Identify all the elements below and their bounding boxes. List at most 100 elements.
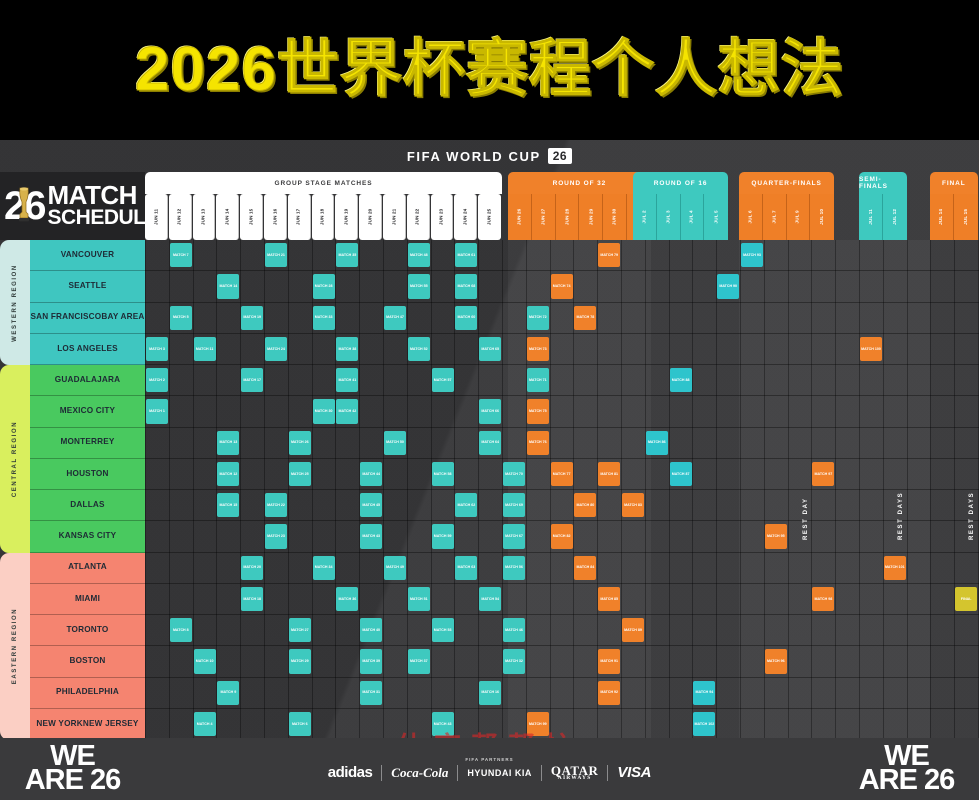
match-cell[interactable]: MATCH 6 bbox=[288, 711, 311, 736]
match-cell[interactable]: MATCH 22 bbox=[265, 493, 287, 518]
match-cell[interactable]: MATCH 27 bbox=[288, 618, 311, 643]
date-column-header[interactable]: JUN 14 bbox=[216, 194, 240, 240]
match-cell[interactable]: MATCH 33 bbox=[312, 305, 335, 330]
match-cell[interactable]: MATCH 97 bbox=[812, 461, 835, 486]
city-row-seattle[interactable]: SEATTLE bbox=[30, 271, 145, 303]
city-row-philadelphia[interactable]: PHILADELPHIA bbox=[30, 677, 145, 709]
match-cell[interactable]: MATCH 80 bbox=[574, 493, 597, 518]
match-cell[interactable]: MATCH 101 bbox=[883, 555, 906, 580]
city-row-monterrey[interactable]: MONTERREY bbox=[30, 427, 145, 459]
match-cell[interactable]: MATCH 28 bbox=[312, 274, 335, 299]
match-cell[interactable]: MATCH 16 bbox=[479, 680, 502, 705]
match-cell[interactable]: MATCH 74 bbox=[550, 274, 573, 299]
phase-header-qf[interactable]: QUARTER-FINALS JUL 6 JUL 7 JUL 9 JUL 10 bbox=[739, 172, 835, 240]
date-column-header[interactable]: JUN 30 bbox=[603, 194, 627, 240]
match-cell[interactable]: MATCH 64 bbox=[479, 430, 502, 455]
match-cell[interactable]: MATCH 15 bbox=[217, 493, 240, 518]
match-cell[interactable]: MATCH 49 bbox=[384, 555, 406, 580]
match-cell[interactable]: MATCH 77 bbox=[550, 461, 573, 486]
match-cell[interactable]: MATCH 57 bbox=[431, 368, 454, 393]
date-column-header[interactable]: JUN 11 bbox=[145, 194, 168, 240]
match-cell[interactable]: MATCH 38 bbox=[336, 336, 359, 361]
date-column-header[interactable]: JUN 22 bbox=[406, 194, 430, 240]
date-column-header[interactable]: JUN 26 bbox=[508, 194, 532, 240]
match-cell[interactable]: MATCH 92 bbox=[598, 680, 621, 705]
date-column-header[interactable]: JUN 15 bbox=[240, 194, 263, 240]
match-cell[interactable]: MATCH 29 bbox=[288, 649, 311, 674]
match-cell[interactable]: MATCH 48 bbox=[407, 243, 430, 268]
match-cell[interactable]: MATCH 30 bbox=[312, 399, 335, 424]
date-column-header[interactable]: JUN 16 bbox=[263, 194, 287, 240]
match-cell[interactable]: MATCH 95 bbox=[764, 524, 787, 549]
match-cell[interactable]: MATCH 67 bbox=[503, 524, 525, 549]
match-cell[interactable]: FINAL bbox=[955, 586, 978, 611]
match-cell[interactable]: MATCH 84 bbox=[574, 555, 597, 580]
date-column-header[interactable]: JUN 17 bbox=[287, 194, 311, 240]
match-cell[interactable]: MATCH 62 bbox=[455, 493, 478, 518]
match-cell[interactable]: MATCH 52 bbox=[407, 336, 430, 361]
match-cell[interactable]: MATCH 10 bbox=[193, 649, 216, 674]
match-cell[interactable]: MATCH 88 bbox=[669, 368, 692, 393]
match-cell[interactable]: MATCH 25 bbox=[288, 461, 311, 486]
match-cell[interactable]: MATCH 4 bbox=[193, 711, 216, 736]
city-row-los-angeles[interactable]: LOS ANGELES bbox=[30, 333, 145, 365]
phase-header-sf[interactable]: SEMI-FINALS JUL 11 JUL 12 bbox=[859, 172, 907, 240]
match-cell[interactable]: MATCH 59 bbox=[431, 524, 454, 549]
match-cell[interactable]: MATCH 35 bbox=[336, 243, 359, 268]
date-column-header[interactable]: JUL 14 bbox=[930, 194, 954, 240]
match-cell[interactable]: MATCH 3 bbox=[146, 336, 168, 361]
match-cell[interactable]: MATCH 75 bbox=[526, 399, 549, 424]
match-cell[interactable]: MATCH 32 bbox=[503, 649, 525, 674]
match-cell[interactable]: MATCH 98 bbox=[812, 586, 835, 611]
match-cell[interactable]: MATCH 12 bbox=[217, 461, 240, 486]
city-row-toronto[interactable]: TORONTO bbox=[30, 615, 145, 647]
match-cell[interactable]: MATCH 23 bbox=[265, 524, 287, 549]
match-cell[interactable]: MATCH 90 bbox=[717, 274, 740, 299]
date-column-header[interactable]: JUN 12 bbox=[168, 194, 192, 240]
match-cell[interactable]: MATCH 69 bbox=[503, 493, 525, 518]
match-cell[interactable]: MATCH 58 bbox=[431, 461, 454, 486]
match-cell[interactable]: MATCH 91 bbox=[598, 649, 621, 674]
match-cell[interactable]: MATCH 36 bbox=[336, 586, 359, 611]
match-cell[interactable]: MATCH 13 bbox=[217, 430, 240, 455]
date-column-header[interactable]: JUL 4 bbox=[680, 194, 705, 240]
date-column-header[interactable]: JUL 6 bbox=[739, 194, 763, 240]
date-column-header[interactable]: JUN 27 bbox=[531, 194, 556, 240]
match-cell[interactable]: MATCH 81 bbox=[598, 461, 621, 486]
match-cell[interactable]: MATCH 40 bbox=[360, 618, 383, 643]
match-cell[interactable]: MATCH 93 bbox=[741, 243, 763, 268]
match-cell[interactable]: MATCH 61 bbox=[455, 243, 478, 268]
match-cell[interactable]: MATCH 7 bbox=[169, 243, 192, 268]
match-cell[interactable]: MATCH 72 bbox=[526, 305, 549, 330]
match-cell[interactable]: MATCH 44 bbox=[360, 461, 383, 486]
match-cell[interactable]: MATCH 42 bbox=[336, 399, 359, 424]
city-row-dallas[interactable]: DALLAS bbox=[30, 490, 145, 522]
match-cell[interactable]: MATCH 43 bbox=[431, 711, 454, 736]
date-column-header[interactable]: JUN 18 bbox=[311, 194, 335, 240]
match-cell[interactable]: MATCH 34 bbox=[312, 555, 335, 580]
date-column-header[interactable]: JUN 25 bbox=[478, 194, 501, 240]
phase-header-r32[interactable]: ROUND OF 32 JUN 26 JUN 27 JUN 28 JUN 29 JUN 3… bbox=[508, 172, 651, 240]
match-cell[interactable]: MATCH 11 bbox=[193, 336, 216, 361]
date-column-header[interactable]: JUN 21 bbox=[382, 194, 406, 240]
match-cell[interactable]: MATCH 14 bbox=[217, 274, 240, 299]
match-cell[interactable]: MATCH 102 bbox=[693, 711, 716, 736]
match-cell[interactable]: MATCH 99 bbox=[526, 711, 549, 736]
phase-header-r16[interactable]: ROUND OF 16 JUL 2 JUL 3 JUL 4 JUL 5 bbox=[633, 172, 729, 240]
match-cell[interactable]: MATCH 65 bbox=[479, 336, 502, 361]
match-cell[interactable]: MATCH 51 bbox=[407, 586, 430, 611]
match-cell[interactable]: MATCH 20 bbox=[241, 555, 264, 580]
match-cell[interactable]: MATCH 47 bbox=[384, 305, 406, 330]
match-cell[interactable]: MATCH 63 bbox=[455, 555, 478, 580]
match-cell[interactable]: MATCH 46 bbox=[503, 618, 525, 643]
date-column-header[interactable]: JUL 7 bbox=[762, 194, 787, 240]
match-cell[interactable]: MATCH 82 bbox=[550, 524, 573, 549]
match-cell[interactable]: MATCH 54 bbox=[479, 586, 502, 611]
match-cell[interactable]: MATCH 66 bbox=[479, 399, 502, 424]
match-cell[interactable]: MATCH 31 bbox=[360, 680, 383, 705]
match-cell[interactable]: MATCH 60 bbox=[455, 305, 478, 330]
phase-header-final[interactable]: FINAL JUL 14 JUL 15 bbox=[930, 172, 978, 240]
date-column-header[interactable]: JUN 28 bbox=[555, 194, 580, 240]
date-column-header[interactable]: JUL 5 bbox=[704, 194, 729, 240]
match-cell[interactable]: MATCH 89 bbox=[622, 618, 644, 643]
